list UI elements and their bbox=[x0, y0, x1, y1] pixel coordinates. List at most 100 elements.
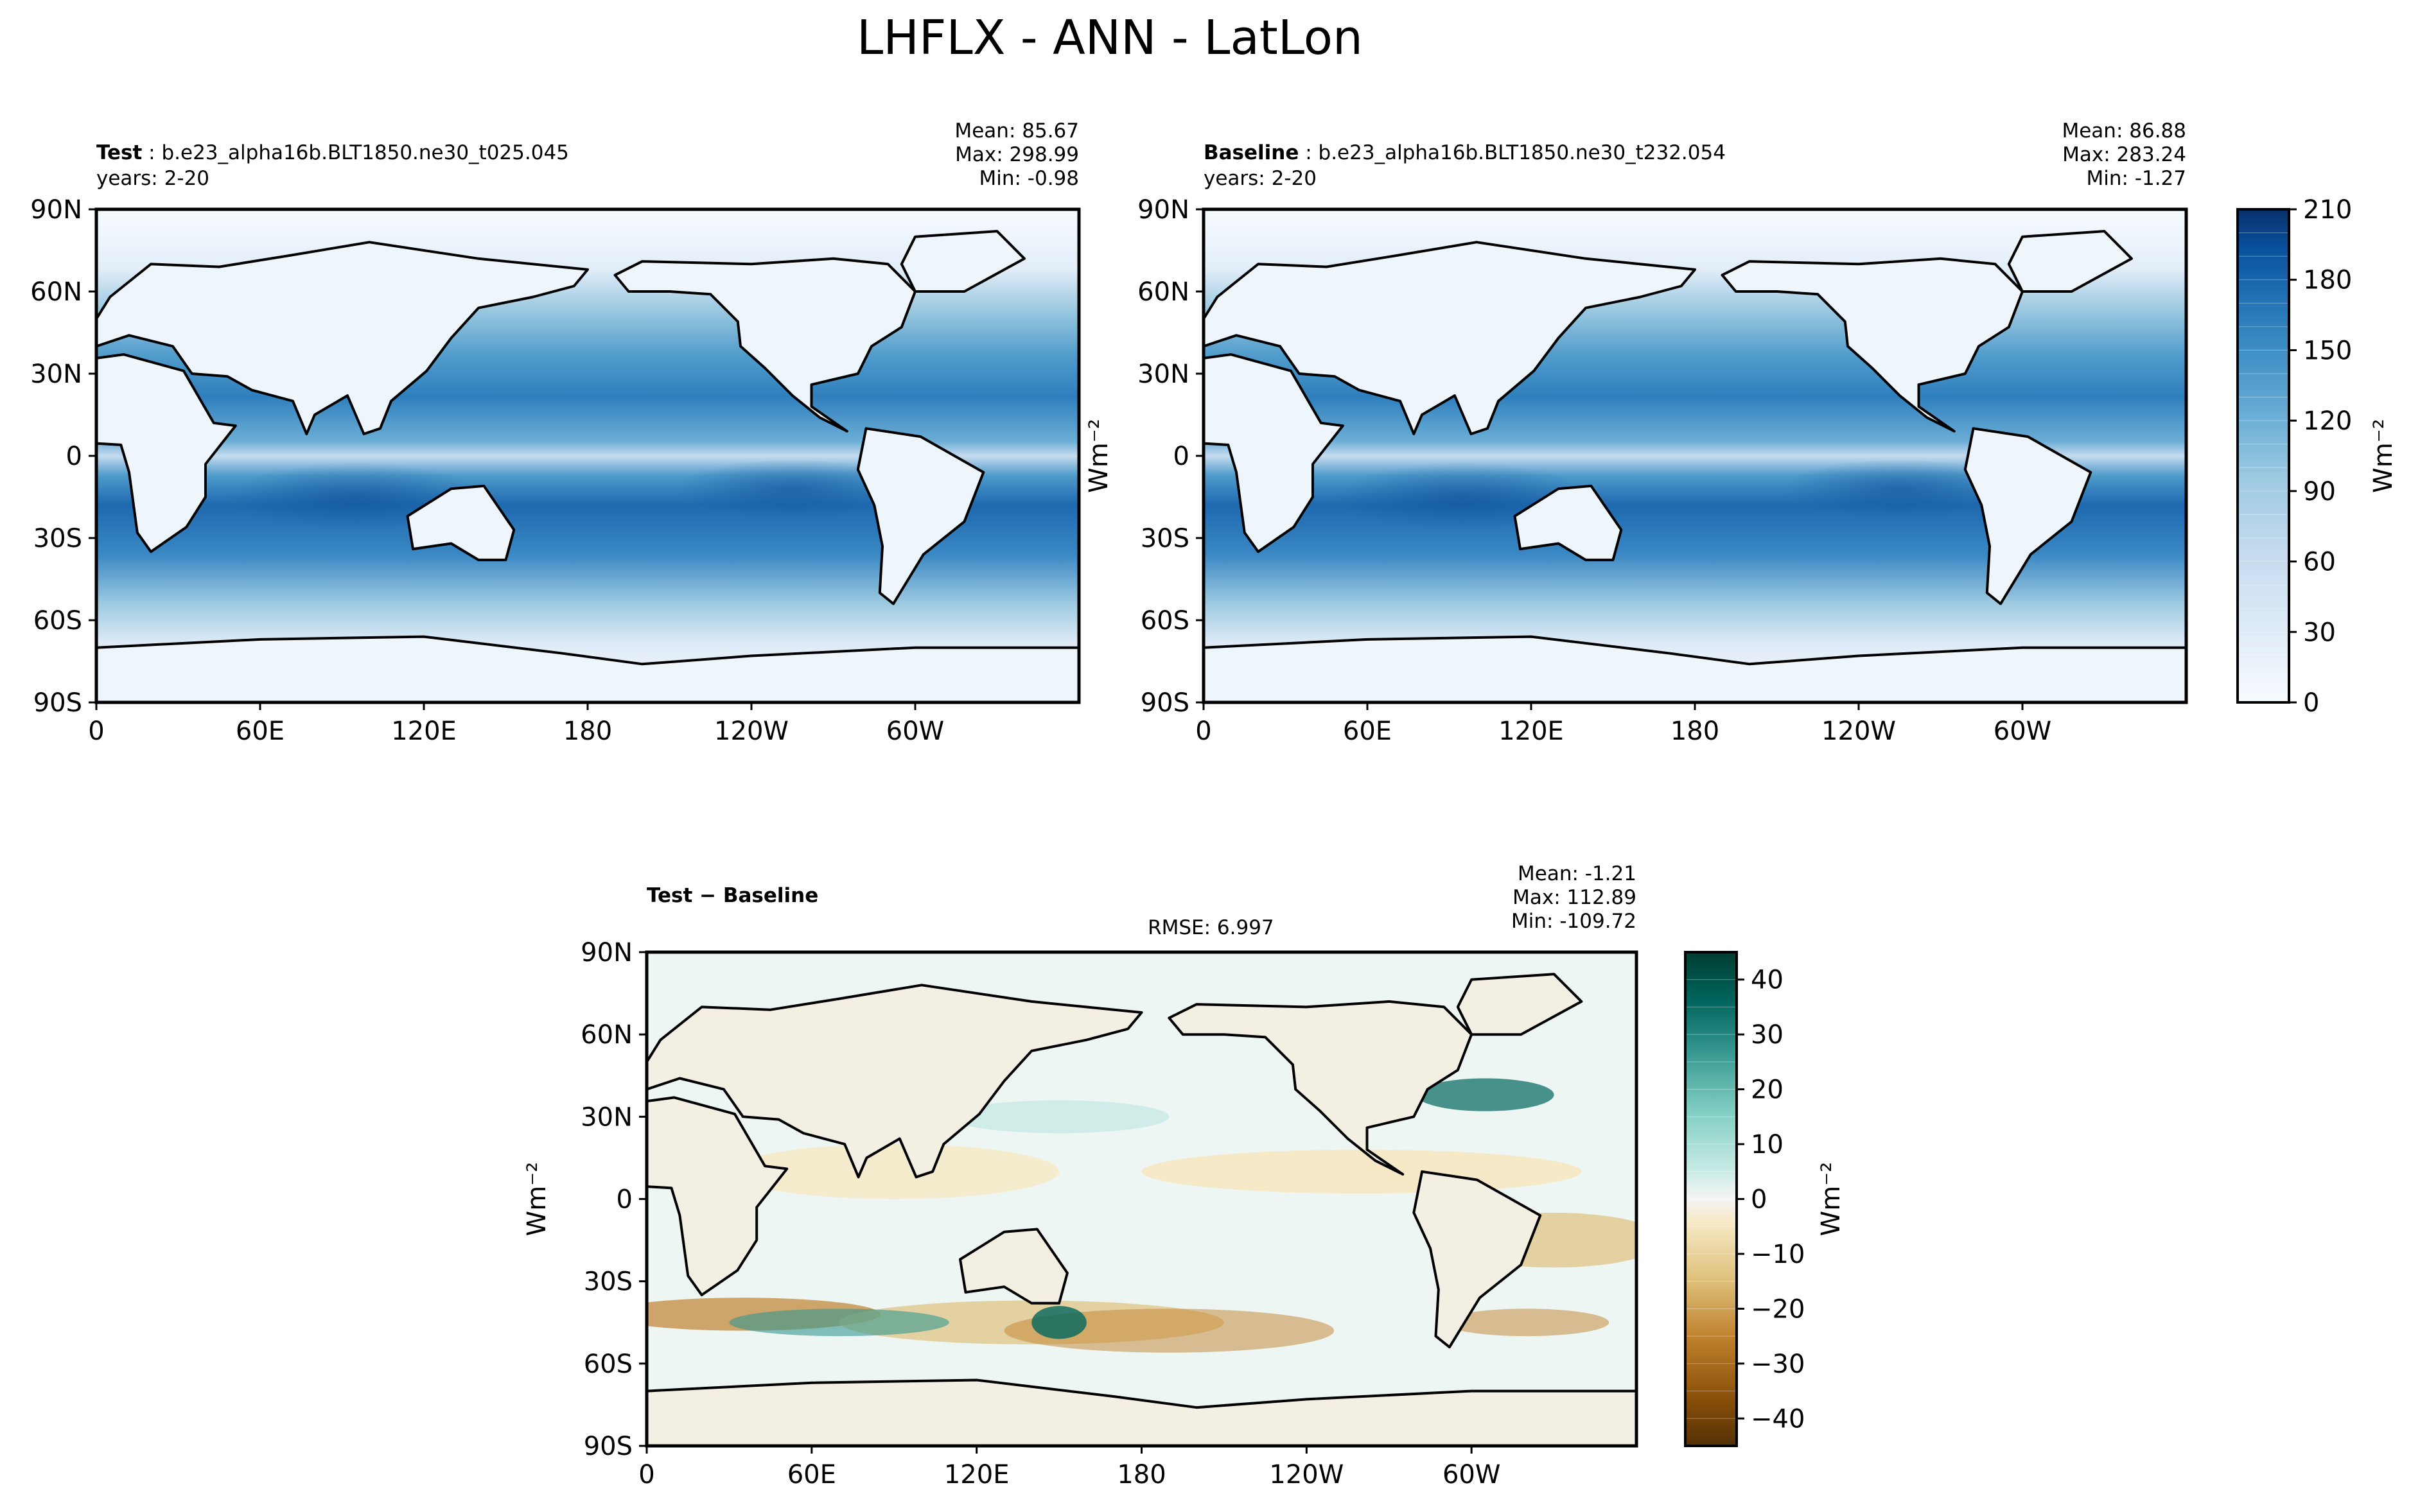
y-tick-label: 90N bbox=[1137, 195, 1189, 225]
x-tick-label: 120W bbox=[714, 717, 789, 746]
x-tick-label: 60E bbox=[787, 1460, 836, 1490]
colorbar-label: Wm⁻² bbox=[1816, 1162, 1846, 1237]
coastline-eurasia bbox=[96, 241, 589, 435]
coastline-greenland bbox=[1456, 973, 1583, 1036]
colorbar-tick-label: 40 bbox=[1751, 966, 1784, 995]
panel-label: Test − Baseline bbox=[647, 884, 818, 907]
x-tick-label: 180 bbox=[1670, 717, 1719, 746]
anomaly-region bbox=[1141, 1149, 1582, 1194]
y-tick-label: 30S bbox=[1141, 524, 1189, 553]
stat-min: Min: -0.98 bbox=[979, 167, 1079, 190]
coastline-samerica bbox=[856, 427, 985, 605]
map-field bbox=[96, 209, 1079, 702]
stat-min: Min: -109.72 bbox=[1511, 910, 1636, 933]
map-panel-baseline: 0 60E 120E 180 120W 60W 90N 60N 30N 0 30S 60S 90S Bas… bbox=[1084, 119, 2188, 746]
anomaly-region bbox=[1416, 1078, 1554, 1111]
coastline-samerica bbox=[1412, 1170, 1542, 1349]
coastline-greenland bbox=[2007, 230, 2133, 293]
coastline-antarctica bbox=[1204, 635, 2186, 702]
y-tick-label: 90S bbox=[1141, 688, 1189, 718]
x-tick-label: 120E bbox=[391, 717, 457, 746]
panel-label: Baseline : b.e23_alpha16b.BLT1850.ne30_t… bbox=[1204, 141, 1726, 164]
colorbar-tick-label: 180 bbox=[2303, 266, 2352, 295]
anomaly-region bbox=[1444, 1308, 1609, 1337]
map-panel-test: 0 60E 120E 180 120W 60W 90N 60N 30N 0 30S 60S 90S Tes… bbox=[30, 119, 1081, 746]
colorbar-fill bbox=[1685, 952, 1737, 1446]
y-tick-label: 90N bbox=[581, 938, 633, 968]
stat-min: Min: -1.27 bbox=[2086, 167, 2186, 190]
coastline-namerica bbox=[613, 257, 916, 433]
y-axis-label: Wm⁻² bbox=[522, 1162, 552, 1237]
y-tick-label: 0 bbox=[617, 1185, 633, 1215]
map-panel-difference: 0 60E 120E 180 120W 60W 90N 60N 30N 0 30S 60S 90S Tes… bbox=[522, 862, 1638, 1490]
y-axis-label: Wm⁻² bbox=[1084, 419, 1114, 493]
x-tick-label: 120E bbox=[1498, 717, 1564, 746]
y-tick-label: 60N bbox=[581, 1020, 633, 1050]
colorbar-tick-label: −10 bbox=[1751, 1240, 1805, 1269]
colorbar-tick-label: 30 bbox=[1751, 1020, 1784, 1050]
stat-mean: Mean: 85.67 bbox=[954, 119, 1079, 143]
panel-label: Test : b.e23_alpha16b.BLT1850.ne30_t025.… bbox=[96, 141, 569, 164]
coastline-africa bbox=[1204, 353, 1344, 553]
y-tick-label: 30N bbox=[30, 360, 82, 389]
x-tick-label: 180 bbox=[1117, 1460, 1166, 1490]
coastline-eurasia bbox=[647, 984, 1143, 1179]
x-tick-label: 120W bbox=[1821, 717, 1896, 746]
colorbar-label: Wm⁻² bbox=[2369, 419, 2398, 493]
colorbar-tick-label: 210 bbox=[2303, 195, 2352, 225]
x-tick-label: 60W bbox=[1994, 717, 2051, 746]
anomaly-region bbox=[1031, 1306, 1087, 1339]
y-tick-label: 90N bbox=[30, 195, 82, 225]
x-tick-label: 60W bbox=[1442, 1460, 1500, 1490]
colorbar-tick-label: −20 bbox=[1751, 1294, 1805, 1324]
coastline-namerica bbox=[1721, 257, 2024, 433]
x-tick-label: 180 bbox=[563, 717, 612, 746]
y-tick-label: 60N bbox=[1137, 277, 1189, 307]
figure-title: LHFLX - ANN - LatLon bbox=[857, 10, 1363, 65]
map-panels: 0 60E 120E 180 120W 60W 90N 60N 30N 0 30S 60S 90S Tes… bbox=[30, 119, 2188, 1490]
y-tick-label: 90S bbox=[33, 688, 82, 718]
colorbar-tick-label: 150 bbox=[2303, 336, 2352, 365]
colorbar-tick-label: 60 bbox=[2303, 548, 2336, 577]
coastline-africa bbox=[96, 353, 237, 553]
panel-years: years: 2-20 bbox=[1204, 167, 1317, 190]
colorbar-tick-label: 0 bbox=[2303, 688, 2319, 718]
x-tick-label: 120E bbox=[944, 1460, 1010, 1490]
y-tick-label: 0 bbox=[1173, 442, 1189, 471]
colorbar-fill bbox=[2238, 209, 2289, 702]
colorbar-tick-label: 0 bbox=[1751, 1185, 1767, 1215]
anomaly-region bbox=[1004, 1308, 1335, 1353]
y-tick-label: 60S bbox=[33, 606, 82, 636]
coastline-namerica bbox=[1168, 1000, 1473, 1176]
x-tick-label: 60E bbox=[236, 717, 285, 746]
colorbar-absolute: 210 180 150 120 90 60 30 0 Wm⁻² bbox=[2236, 195, 2398, 718]
y-tick-label: 30S bbox=[584, 1267, 633, 1297]
anomaly-region bbox=[729, 1144, 1060, 1199]
coastline-africa bbox=[647, 1096, 789, 1296]
y-tick-label: 60N bbox=[30, 277, 82, 307]
panel-years: years: 2-20 bbox=[96, 167, 209, 190]
coastline-eurasia bbox=[1204, 241, 1696, 435]
colorbar-tick-label: 30 bbox=[2303, 618, 2336, 647]
colorbar-tick-label: −30 bbox=[1751, 1350, 1805, 1379]
y-tick-label: 30S bbox=[33, 524, 82, 553]
coastline-antarctica bbox=[647, 1378, 1636, 1446]
map-field bbox=[647, 952, 1636, 1446]
stat-mean: Mean: -1.21 bbox=[1518, 862, 1636, 885]
colorbar-frame bbox=[2236, 208, 2290, 704]
coastline-australia bbox=[1513, 484, 1623, 562]
x-tick-label: 0 bbox=[1195, 717, 1211, 746]
colorbars: 210 180 150 120 90 60 30 0 Wm⁻² 40 30 20 10 0 −10 −20 −3… bbox=[1684, 195, 2398, 1447]
anomaly-region bbox=[729, 1308, 949, 1337]
y-tick-label: 60S bbox=[584, 1350, 633, 1379]
y-tick-label: 0 bbox=[66, 442, 82, 471]
y-tick-label: 30N bbox=[1137, 360, 1189, 389]
stat-max: Max: 283.24 bbox=[2062, 143, 2186, 166]
x-tick-label: 0 bbox=[638, 1460, 654, 1490]
stat-max: Max: 298.99 bbox=[955, 143, 1079, 166]
flux-maximum bbox=[1782, 459, 2018, 519]
colorbar-difference: 40 30 20 10 0 −10 −20 −30 −40 Wm⁻² bbox=[1684, 951, 1846, 1447]
coastline-greenland bbox=[900, 230, 1026, 293]
x-tick-label: 120W bbox=[1269, 1460, 1344, 1490]
